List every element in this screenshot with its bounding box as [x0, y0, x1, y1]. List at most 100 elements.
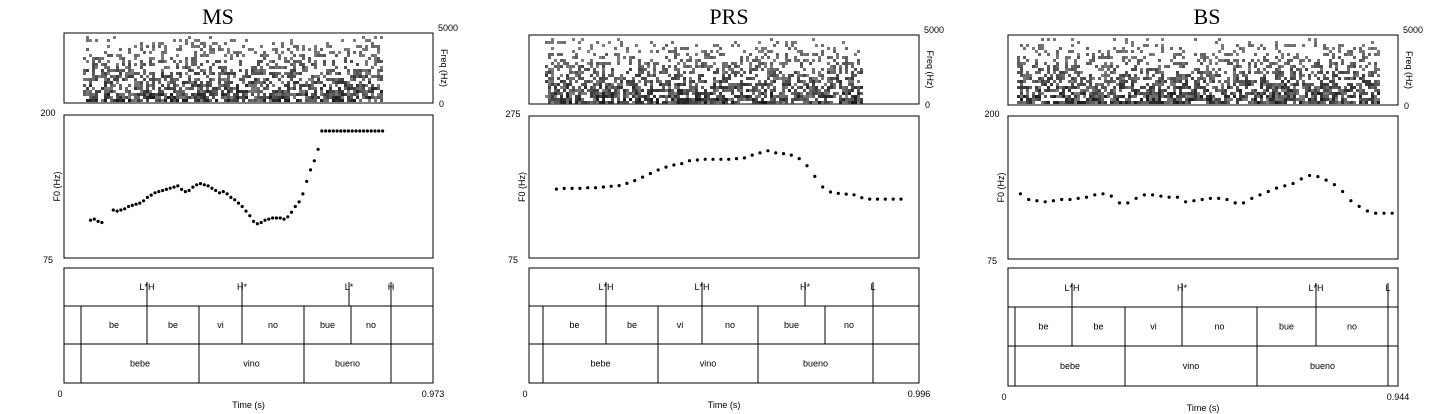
- spectrogram-cell: [1236, 98, 1239, 101]
- spectrogram-cell: [812, 77, 815, 80]
- spectrogram-cell: [137, 72, 140, 75]
- spectrogram-cell: [1293, 65, 1296, 68]
- spectrogram-cell: [1284, 98, 1287, 101]
- spectrogram-cell: [1038, 47, 1041, 50]
- spectrogram-cell: [779, 62, 782, 65]
- spectrogram-cell: [314, 99, 317, 102]
- spectrogram-cell: [1266, 83, 1269, 86]
- f0-point: [734, 157, 739, 161]
- spectrogram-cell: [1131, 80, 1134, 83]
- spectrogram-cell: [626, 92, 629, 95]
- spectrogram-cell: [773, 77, 776, 80]
- spectrogram-cell: [1203, 80, 1206, 83]
- spectrogram-cell: [371, 93, 374, 96]
- spectrogram-cell: [797, 95, 800, 98]
- spectrogram-cell: [563, 41, 566, 44]
- spectrogram-cell: [263, 99, 266, 102]
- f0-point: [1225, 197, 1229, 202]
- f0-point: [891, 197, 895, 201]
- spectrogram-cell: [1242, 47, 1245, 50]
- spectrogram-cell: [119, 75, 122, 78]
- spectrogram-cell: [1149, 89, 1152, 92]
- spectrogram-cell: [1323, 44, 1326, 47]
- spectrogram-cell: [686, 92, 689, 95]
- spectrogram-cell: [1038, 95, 1041, 98]
- spectrogram-cell: [101, 75, 104, 78]
- spectrogram-cell: [1320, 80, 1323, 83]
- panel-title: BS: [1194, 4, 1221, 29]
- spectrogram-cell: [1344, 53, 1347, 56]
- spectrogram-cell: [1215, 89, 1218, 92]
- spectrogram-cell: [587, 80, 590, 83]
- spectrogram-cell: [1224, 101, 1227, 104]
- spectrogram-cell: [116, 75, 119, 78]
- spectrogram-cell: [92, 57, 95, 60]
- spectrogram-cell: [620, 41, 623, 44]
- spectrogram-cell: [1374, 65, 1377, 68]
- spectrogram-cell: [1206, 83, 1209, 86]
- spectrogram-cell: [365, 39, 368, 42]
- spectrogram-cell: [137, 84, 140, 87]
- spectrogram-cell: [1287, 98, 1290, 101]
- spectrogram-cell: [1254, 71, 1257, 74]
- spectrogram-cell: [326, 78, 329, 81]
- spectrogram-cell: [1086, 47, 1089, 50]
- spectrogram-cell: [1365, 83, 1368, 86]
- spectrogram-cell: [800, 98, 803, 101]
- spectrogram-cell: [1206, 71, 1209, 74]
- spectrogram-cell: [800, 62, 803, 65]
- spectrogram-cell: [599, 83, 602, 86]
- spectrogram-cell: [140, 60, 143, 63]
- spectrogram-cell: [131, 99, 134, 102]
- spectrogram-cell: [593, 77, 596, 80]
- spectrogram-cell: [374, 75, 377, 78]
- spectrogram-cell: [713, 92, 716, 95]
- spectrogram-cell: [119, 48, 122, 51]
- spectrogram-cell: [1056, 86, 1059, 89]
- spectrogram-cell: [677, 95, 680, 98]
- spectrogram-cell: [1305, 86, 1308, 89]
- spectrogram-cell: [602, 62, 605, 65]
- spectrogram-cell: [1218, 59, 1221, 62]
- spectrogram-cell: [287, 90, 290, 93]
- spectrogram-cell: [233, 75, 236, 78]
- spectrogram-cell: [1362, 56, 1365, 59]
- spectrogram-cell: [278, 57, 281, 60]
- spectrogram-cell: [1020, 74, 1023, 77]
- spectrogram-cell: [770, 83, 773, 86]
- spectrogram-cell: [1071, 50, 1074, 53]
- spectrogram-cell: [626, 71, 629, 74]
- spectrogram-cell: [344, 66, 347, 69]
- spectrogram-cell: [1377, 50, 1380, 53]
- spectrogram-cell: [215, 90, 218, 93]
- spectrogram-cell: [1158, 59, 1161, 62]
- spectrogram-cell: [161, 51, 164, 54]
- spectrogram-cell: [173, 90, 176, 93]
- spectrogram-cell: [332, 96, 335, 99]
- spectrogram-cell: [1041, 47, 1044, 50]
- spectrogram-cell: [1203, 71, 1206, 74]
- spectrogram-cell: [350, 96, 353, 99]
- spectrogram-cell: [857, 89, 860, 92]
- spectrogram-cell: [797, 92, 800, 95]
- spectrogram-cell: [761, 83, 764, 86]
- spectrogram-cell: [1107, 50, 1110, 53]
- spectrogram-cell: [575, 62, 578, 65]
- spectrogram-cell: [689, 80, 692, 83]
- spectrogram-cell: [1236, 86, 1239, 89]
- spectrogram-cell: [347, 90, 350, 93]
- spectrogram-cell: [722, 101, 725, 104]
- spectrogram-cell: [230, 39, 233, 42]
- spectrogram-cell: [761, 47, 764, 50]
- spectrogram-cell: [581, 59, 584, 62]
- spectrogram-cell: [164, 87, 167, 90]
- spectrogram-cell: [1104, 86, 1107, 89]
- spectrogram-cell: [305, 99, 308, 102]
- spectrogram-cell: [1299, 74, 1302, 77]
- spectrogram-cell: [806, 59, 809, 62]
- spectrogram-cell: [1092, 86, 1095, 89]
- spectrogram-cell: [365, 84, 368, 87]
- spectrogram-cell: [1332, 74, 1335, 77]
- spectrogram-cell: [566, 65, 569, 68]
- spectrogram-cell: [1278, 98, 1281, 101]
